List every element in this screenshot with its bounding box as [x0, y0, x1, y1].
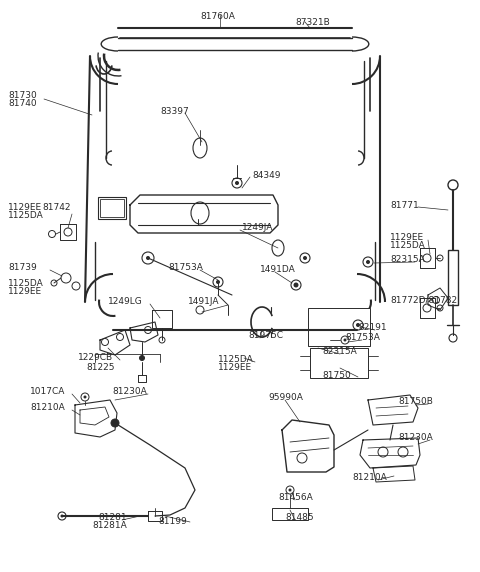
- Bar: [448, 250, 458, 305]
- Circle shape: [60, 514, 63, 518]
- Text: 1125DA: 1125DA: [8, 279, 44, 288]
- Circle shape: [423, 304, 431, 312]
- Circle shape: [81, 393, 89, 401]
- Circle shape: [344, 339, 347, 341]
- Text: 1249LG: 1249LG: [108, 297, 143, 307]
- Circle shape: [146, 256, 150, 260]
- Text: 1129EE: 1129EE: [218, 363, 252, 372]
- Text: 81772D/81782: 81772D/81782: [390, 296, 457, 304]
- Circle shape: [363, 257, 373, 267]
- Text: 1491DA: 1491DA: [260, 265, 296, 275]
- Circle shape: [297, 453, 307, 463]
- Circle shape: [72, 282, 80, 290]
- Text: 84349: 84349: [252, 170, 280, 180]
- Text: 81199: 81199: [158, 518, 187, 526]
- Text: 81742: 81742: [42, 204, 71, 213]
- Circle shape: [111, 419, 119, 427]
- Text: 81730: 81730: [8, 90, 37, 100]
- Text: 81281A: 81281A: [92, 522, 127, 530]
- Text: 81739: 81739: [8, 264, 37, 272]
- Text: 81456A: 81456A: [278, 494, 313, 502]
- Ellipse shape: [191, 202, 209, 224]
- Text: 1229CB: 1229CB: [78, 353, 113, 363]
- Circle shape: [159, 337, 165, 343]
- Text: 1249JA: 1249JA: [242, 224, 274, 232]
- Text: 1125DA: 1125DA: [390, 241, 426, 251]
- Circle shape: [196, 306, 204, 314]
- Text: 81230A: 81230A: [398, 434, 433, 443]
- Circle shape: [142, 252, 154, 264]
- Text: 1129EE: 1129EE: [8, 287, 42, 296]
- Text: 81210A: 81210A: [352, 474, 387, 483]
- Circle shape: [437, 305, 443, 311]
- Text: 81771: 81771: [390, 201, 419, 209]
- Text: 87321B: 87321B: [295, 18, 330, 27]
- Circle shape: [353, 320, 363, 330]
- Text: 81753A: 81753A: [168, 264, 203, 272]
- Circle shape: [286, 486, 294, 494]
- Text: 1125DA: 1125DA: [8, 212, 44, 220]
- Text: 82315A: 82315A: [322, 348, 357, 356]
- Bar: [272, 508, 308, 520]
- Text: 1125DA: 1125DA: [218, 356, 254, 364]
- Text: 83397: 83397: [160, 108, 189, 117]
- Text: 1129EE: 1129EE: [390, 233, 424, 243]
- Circle shape: [101, 339, 108, 345]
- Text: 82315A: 82315A: [390, 256, 425, 264]
- Text: 82191: 82191: [358, 324, 386, 332]
- Circle shape: [423, 254, 431, 262]
- Circle shape: [341, 336, 349, 344]
- Circle shape: [51, 280, 57, 286]
- Circle shape: [356, 323, 360, 327]
- Ellipse shape: [193, 138, 207, 158]
- Text: 81225: 81225: [86, 363, 115, 372]
- Text: 81975C: 81975C: [248, 331, 283, 340]
- Circle shape: [117, 333, 123, 340]
- Circle shape: [288, 488, 291, 491]
- Text: 81485: 81485: [285, 514, 313, 522]
- Circle shape: [61, 273, 71, 283]
- Circle shape: [232, 178, 242, 188]
- Text: 81230A: 81230A: [112, 387, 147, 396]
- Circle shape: [140, 356, 144, 360]
- Circle shape: [437, 255, 443, 261]
- Text: 1017CA: 1017CA: [30, 387, 65, 396]
- Text: 81281: 81281: [98, 514, 127, 522]
- Circle shape: [291, 280, 301, 290]
- Circle shape: [398, 447, 408, 457]
- Text: 95990A: 95990A: [268, 394, 303, 403]
- Text: 81740: 81740: [8, 98, 36, 108]
- Text: 81760A: 81760A: [201, 12, 235, 21]
- Bar: [310, 348, 368, 378]
- Circle shape: [144, 327, 152, 333]
- Bar: [308, 308, 370, 346]
- Circle shape: [293, 283, 299, 288]
- Bar: [98, 197, 126, 219]
- Text: 1491JA: 1491JA: [188, 297, 219, 307]
- Text: 81210A: 81210A: [30, 403, 65, 412]
- Circle shape: [58, 512, 66, 520]
- Ellipse shape: [272, 240, 284, 256]
- Text: 1129EE: 1129EE: [8, 204, 42, 213]
- Text: 81753A: 81753A: [345, 333, 380, 343]
- Circle shape: [48, 231, 56, 237]
- Circle shape: [303, 256, 307, 260]
- Circle shape: [378, 447, 388, 457]
- Circle shape: [448, 180, 458, 190]
- Circle shape: [300, 253, 310, 263]
- Circle shape: [64, 228, 72, 236]
- Circle shape: [432, 296, 440, 304]
- Circle shape: [449, 334, 457, 342]
- Circle shape: [366, 260, 370, 264]
- Circle shape: [235, 181, 239, 185]
- Text: 81750B: 81750B: [398, 398, 433, 407]
- Circle shape: [213, 277, 223, 287]
- Circle shape: [84, 395, 86, 399]
- Circle shape: [216, 280, 220, 284]
- Text: 81750: 81750: [322, 371, 351, 379]
- Bar: [100, 199, 124, 217]
